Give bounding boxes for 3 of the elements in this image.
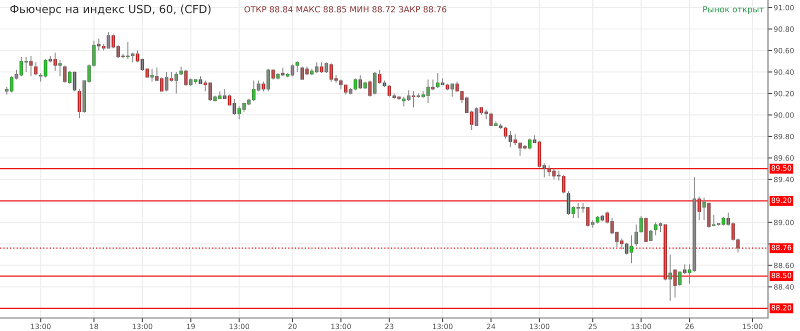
annotation: Рынок открыт [703,6,764,14]
text: ОТКР 88.84 МАКС 88.85 МИН 88.72 ЗАКР 88.76 [244,6,446,12]
chart-title: Фьючерс на индекс USD, 60, (CFD) [10,4,211,16]
